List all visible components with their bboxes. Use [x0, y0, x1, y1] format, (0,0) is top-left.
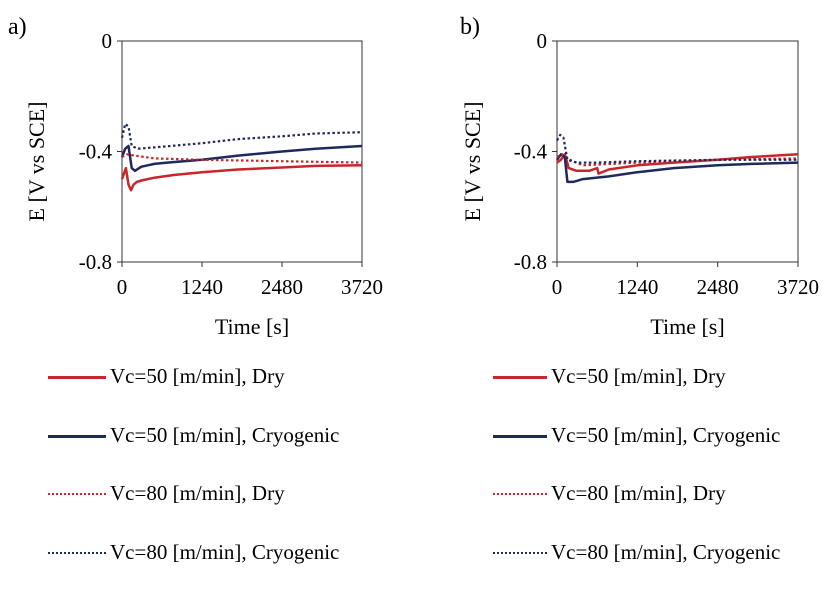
legend-swatch: [493, 434, 547, 438]
x-axis-label: Time [s]: [215, 314, 289, 339]
x-tick-label: 1240: [616, 275, 658, 299]
legend-swatch: [493, 376, 547, 379]
series-line-3: [121, 153, 363, 164]
y-tick-label: 0: [537, 29, 548, 53]
legend-label: Vc=80 [m/min], Cryogenic: [110, 539, 340, 564]
panel-label: b): [460, 14, 480, 40]
legend-swatch: [493, 493, 547, 495]
series-line-1: [120, 164, 363, 192]
legend-label: Vc=50 [m/min], Cryogenic: [551, 422, 781, 447]
panel-b: b) 0 -0.4 -0.8 0 1240 2480 3720 Time [s] E [V vs …: [418, 0, 836, 565]
panel-a: a) 0 -0.4 -0.8 0 1240 2480 3720 Time [s] E [V vs …: [0, 0, 418, 565]
legend-swatch: [48, 376, 106, 379]
y-tick-label: -0.8: [514, 250, 547, 274]
legend-swatch: [493, 551, 547, 554]
legend-label: Vc=80 [m/min], Cryogenic: [551, 539, 781, 564]
legend-label: Vc=80 [m/min], Dry: [551, 481, 726, 505]
legend-label: Vc=80 [m/min], Dry: [110, 481, 285, 505]
plot-frame: [556, 40, 799, 263]
legend-label: Vc=50 [m/min], Cryogenic: [110, 422, 340, 447]
x-axis-label: Time [s]: [650, 314, 724, 339]
series-line-4: [556, 133, 798, 164]
x-tick-label: 3720: [341, 275, 383, 299]
legend-swatch: [48, 434, 106, 438]
legend-label: Vc=50 [m/min], Dry: [551, 364, 726, 388]
x-tick-label: 3720: [777, 275, 819, 299]
y-tick-label: 0: [102, 29, 113, 53]
legend-swatch: [48, 551, 106, 554]
panel-label: a): [8, 14, 27, 40]
x-tick-label: 2480: [697, 275, 739, 299]
series-line-2: [120, 144, 363, 173]
series-line-4: [120, 122, 363, 150]
plot-frame: [121, 40, 363, 263]
legend-swatch: [48, 493, 106, 495]
y-tick-label: -0.8: [79, 250, 112, 274]
x-tick-label: 2480: [261, 275, 303, 299]
legend-label: Vc=50 [m/min], Dry: [110, 364, 285, 388]
x-tick-label: 0: [117, 275, 128, 299]
y-axis-label: E [V vs SCE]: [460, 102, 485, 222]
series-line-2: [555, 153, 799, 184]
x-tick-label: 0: [552, 275, 563, 299]
y-axis-label: E [V vs SCE]: [24, 102, 49, 222]
x-tick-label: 1240: [181, 275, 223, 299]
series-line-3: [556, 153, 799, 167]
y-tick-label: -0.4: [514, 140, 548, 164]
y-tick-label: -0.4: [79, 140, 113, 164]
